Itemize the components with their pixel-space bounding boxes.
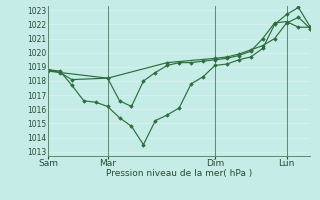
X-axis label: Pression niveau de la mer( hPa ): Pression niveau de la mer( hPa ) xyxy=(106,169,252,178)
